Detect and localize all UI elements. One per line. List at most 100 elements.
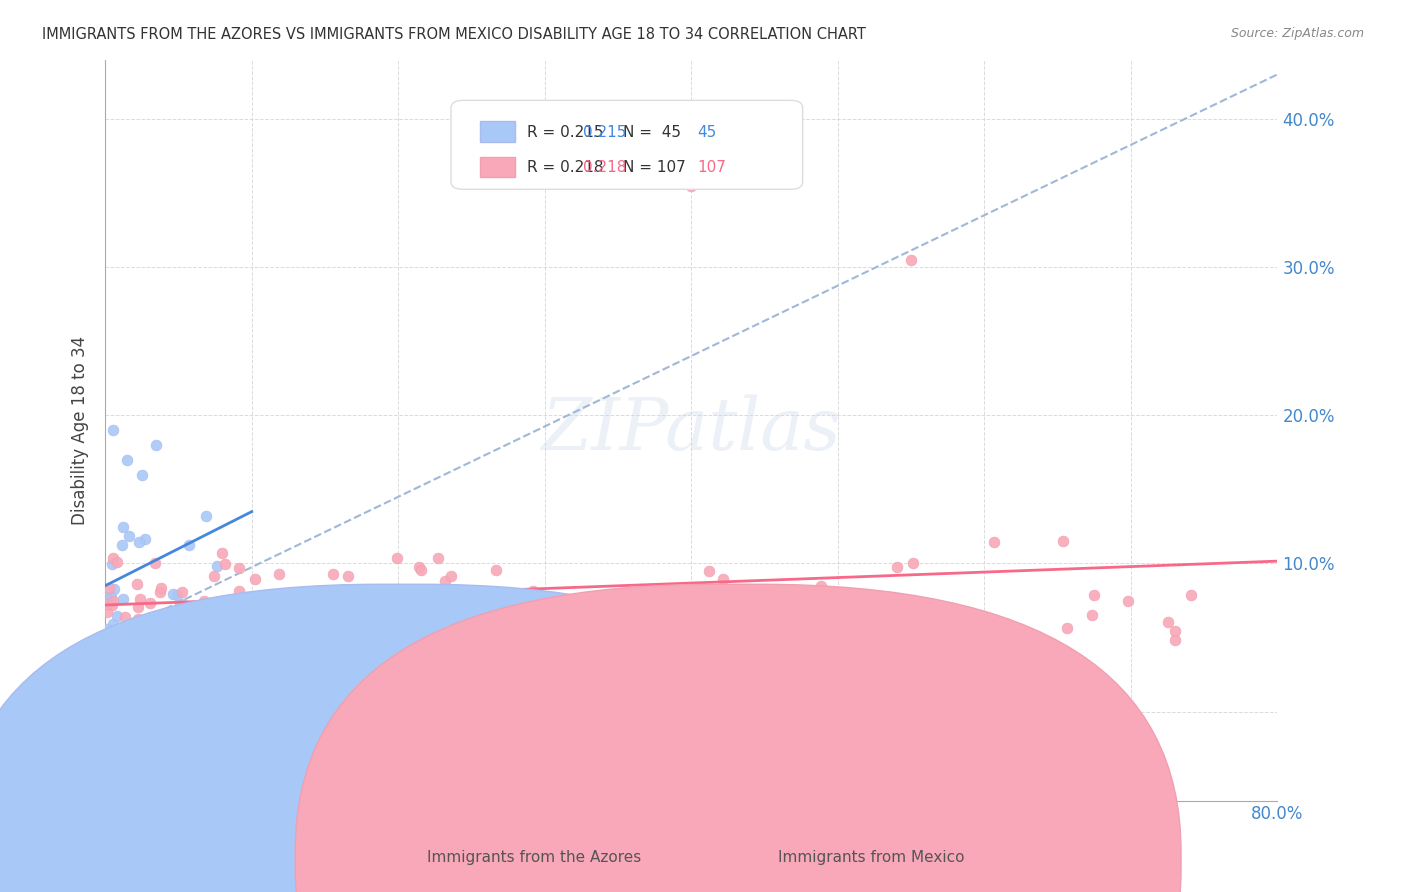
Text: 45: 45	[697, 125, 717, 140]
Point	[115, 632, 138, 646]
Point	[96, 622, 118, 636]
Point	[101, 550, 124, 565]
Point	[1180, 588, 1202, 602]
Point	[516, 604, 538, 618]
Point	[170, 597, 193, 611]
Text: 0.218: 0.218	[583, 161, 627, 176]
Point	[752, 638, 775, 652]
Point	[713, 572, 735, 586]
Point	[98, 698, 121, 713]
Point	[96, 675, 118, 690]
Point	[96, 636, 118, 650]
Point	[900, 252, 922, 267]
Point	[269, 633, 291, 648]
Text: 0.215: 0.215	[583, 125, 627, 140]
Point	[177, 538, 200, 552]
Point	[112, 519, 135, 533]
Point	[173, 639, 195, 653]
Point	[107, 650, 129, 665]
Point	[128, 534, 150, 549]
Point	[810, 579, 832, 593]
Point	[98, 627, 121, 641]
Text: IMMIGRANTS FROM THE AZORES VS IMMIGRANTS FROM MEXICO DISABILITY AGE 18 TO 34 COR: IMMIGRANTS FROM THE AZORES VS IMMIGRANTS…	[42, 27, 866, 42]
Point	[125, 617, 148, 632]
Point	[482, 609, 505, 624]
Point	[129, 592, 152, 607]
Point	[193, 594, 215, 608]
Point	[96, 668, 118, 682]
Point	[101, 697, 124, 711]
Point	[671, 628, 693, 642]
Point	[98, 581, 121, 595]
Point	[491, 644, 513, 658]
Point	[134, 532, 156, 546]
Point	[219, 627, 242, 641]
Point	[139, 596, 162, 610]
Point	[886, 560, 908, 574]
Point	[551, 599, 574, 613]
Point	[1116, 593, 1139, 607]
Point	[127, 600, 149, 615]
Text: Immigrants from the Azores: Immigrants from the Azores	[427, 850, 641, 865]
Point	[110, 659, 132, 673]
Point	[101, 423, 124, 437]
Point	[195, 665, 218, 680]
Point	[202, 569, 225, 583]
Point	[111, 757, 134, 772]
Point	[115, 452, 138, 467]
Text: 107: 107	[697, 161, 725, 176]
FancyBboxPatch shape	[451, 101, 803, 189]
Point	[111, 591, 134, 606]
Point	[1163, 633, 1185, 648]
Point	[124, 618, 146, 632]
Point	[194, 508, 217, 523]
Point	[211, 546, 233, 560]
Point	[388, 638, 411, 652]
Point	[697, 564, 720, 578]
Point	[1275, 585, 1298, 599]
Point	[162, 587, 184, 601]
Point	[187, 599, 209, 613]
Point	[105, 555, 128, 569]
Text: Source: ZipAtlas.com: Source: ZipAtlas.com	[1230, 27, 1364, 40]
Point	[103, 594, 125, 608]
Point	[240, 599, 263, 613]
Point	[939, 630, 962, 644]
Point	[112, 780, 135, 794]
Point	[177, 638, 200, 652]
Point	[513, 635, 536, 649]
Point	[149, 585, 172, 599]
Point	[211, 605, 233, 619]
Point	[378, 607, 401, 621]
Point	[837, 627, 859, 641]
Point	[399, 644, 422, 658]
Point	[157, 723, 180, 738]
Point	[458, 626, 481, 640]
Point	[127, 623, 149, 637]
Point	[204, 627, 226, 641]
Point	[135, 650, 157, 665]
Point	[103, 617, 125, 632]
Point	[145, 438, 167, 452]
Point	[166, 589, 188, 603]
Point	[1295, 590, 1317, 604]
Point	[391, 627, 413, 641]
Point	[298, 598, 321, 612]
Point	[291, 618, 314, 632]
Point	[441, 663, 464, 677]
Point	[229, 607, 252, 622]
Point	[96, 597, 118, 611]
Point	[131, 467, 153, 482]
Point	[128, 615, 150, 629]
Point	[336, 569, 359, 583]
Point	[1157, 615, 1180, 629]
Point	[125, 577, 148, 591]
Point	[322, 566, 344, 581]
Point	[136, 623, 159, 637]
Point	[114, 680, 136, 694]
Point	[983, 535, 1005, 549]
Text: R = 0.218    N = 107: R = 0.218 N = 107	[527, 161, 686, 176]
Point	[214, 557, 236, 571]
Point	[485, 563, 508, 577]
FancyBboxPatch shape	[481, 121, 516, 142]
